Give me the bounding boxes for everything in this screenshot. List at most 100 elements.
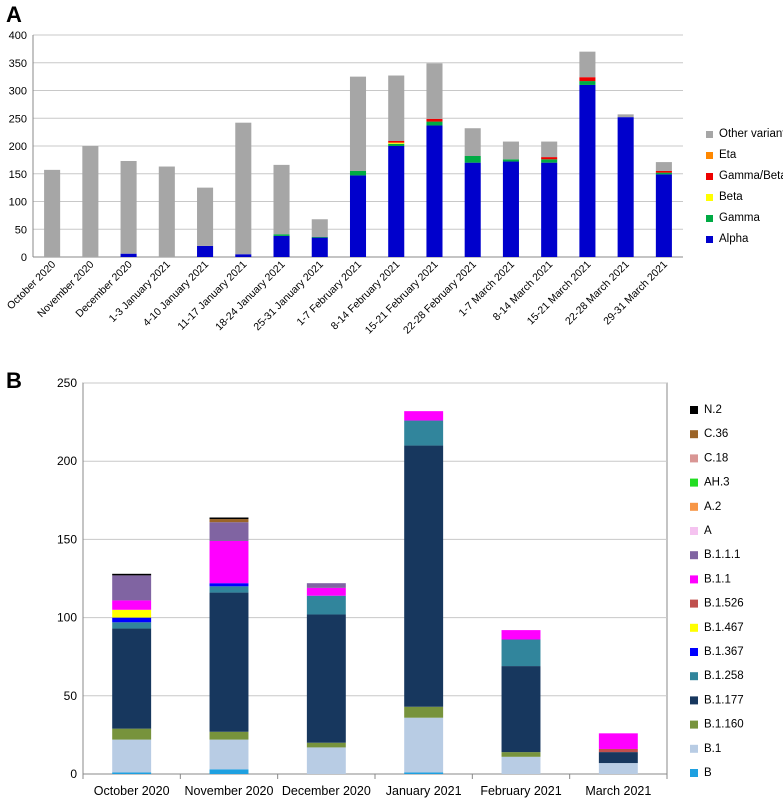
bar-segment-gamma — [273, 234, 290, 236]
legend-swatch — [706, 215, 713, 222]
bar-segment-other-variants — [502, 141, 519, 160]
bar-segment-alpha — [349, 175, 367, 257]
bar-segment-gamma-beta — [388, 141, 405, 143]
bar-segment-b-1-1 — [112, 600, 152, 610]
bar-segment-b-1-467 — [112, 609, 152, 618]
legend-swatch — [690, 430, 698, 439]
x-tick-label: 8-14 February 2021 — [329, 259, 403, 333]
y-tick-label: 200 — [57, 454, 77, 468]
bar-segment-gamma — [502, 159, 519, 162]
x-tick-label: 22-28 February 2021 — [401, 259, 479, 337]
x-tick-label: March 2021 — [585, 784, 651, 798]
bar-segment-b-1-1-1 — [306, 583, 346, 588]
bar-segment-b-1-367 — [112, 617, 152, 623]
bar-segment-b — [112, 772, 152, 774]
bar-segment-other-variants — [273, 164, 290, 235]
legend-swatch — [690, 551, 698, 560]
bar-segment-alpha — [120, 253, 137, 257]
legend-swatch — [690, 454, 698, 463]
legend-swatch — [690, 575, 698, 584]
bar-segment-gamma — [426, 121, 443, 126]
legend-swatch — [690, 406, 698, 414]
bar-segment-b-1-177 — [404, 445, 444, 707]
legend-swatch — [706, 194, 713, 201]
legend-swatch — [690, 527, 698, 535]
y-tick-label: 100 — [9, 197, 27, 209]
y-tick-label: 150 — [57, 532, 77, 546]
bar-segment-alpha — [502, 161, 519, 257]
bar-segment-b-1 — [404, 717, 444, 773]
x-tick-label: 1-7 February 2021 — [295, 259, 365, 329]
legend-label: Eta — [719, 149, 737, 161]
x-tick-label: 29-31 March 2021 — [601, 259, 670, 328]
bar-segment-alpha — [579, 84, 596, 257]
bar-segment-c-36 — [209, 519, 249, 523]
legend-label: Gamma — [719, 212, 761, 224]
bar-segment-alpha — [464, 162, 481, 257]
bar-segment-alpha — [235, 254, 252, 257]
bar-segment-b-1-1 — [501, 630, 541, 640]
bar-segment-n-2 — [209, 517, 249, 520]
bar-segment-b-1 — [306, 747, 346, 774]
legend-label: Alpha — [719, 233, 749, 245]
x-tick-label: January 2021 — [386, 784, 462, 798]
bar-segment-gamma — [349, 170, 367, 176]
bar-segment-b-1-160 — [209, 731, 249, 740]
bar-segment-b-1-160 — [501, 752, 541, 757]
bar-segment-other-variants — [655, 162, 672, 171]
legend-label: A.2 — [704, 501, 721, 513]
y-tick-label: 0 — [70, 767, 77, 781]
bar-segment-other-variants — [158, 166, 175, 257]
y-tick-label: 350 — [9, 58, 27, 70]
legend-label: AH.3 — [704, 477, 730, 489]
bar-segment-gamma — [655, 172, 672, 175]
bar-segment-other-variants — [388, 75, 405, 142]
legend-label: Gamma/Beta — [719, 170, 783, 182]
legend-label: Beta — [719, 191, 743, 203]
x-tick-label: 11-17 January 2021 — [175, 259, 249, 333]
bar-segment-b-1-1 — [598, 733, 638, 749]
bar-segment-alpha — [311, 237, 328, 257]
legend-swatch — [690, 478, 698, 487]
bar-segment-b-1-258 — [404, 420, 444, 446]
legend-label: B.1.367 — [704, 646, 744, 658]
legend-swatch — [690, 696, 698, 705]
y-tick-label: 300 — [9, 86, 27, 98]
bar-segment-b-1-177 — [598, 752, 638, 764]
bar-segment-b-1-258 — [112, 622, 152, 629]
bar-segment-b-1-177 — [209, 592, 249, 732]
legend-swatch — [706, 152, 713, 159]
legend-swatch — [690, 720, 698, 729]
y-tick-label: 400 — [9, 30, 27, 42]
bar-segment-other-variants — [197, 187, 214, 246]
legend-swatch — [690, 648, 698, 656]
bar-segment-b-1-1 — [209, 540, 249, 584]
bar-segment-gamma-beta — [426, 118, 443, 122]
y-tick-label: 50 — [64, 689, 78, 703]
bar-segment-b-1-1-1 — [112, 575, 152, 601]
bar-segment-gamma-beta — [655, 170, 672, 173]
legend-label: Other variants — [719, 128, 783, 140]
bar-segment-b-1-1 — [306, 587, 346, 596]
bar-segment-b — [404, 772, 444, 774]
bar-segment-alpha — [541, 162, 558, 257]
bar-segment-gamma — [541, 159, 558, 163]
x-tick-label: 15-21 March 2021 — [525, 259, 594, 328]
y-tick-label: 100 — [57, 611, 77, 625]
bar-segment-b-1 — [112, 739, 152, 773]
bar-segment-alpha — [617, 117, 634, 257]
panel-label-b: B — [6, 368, 22, 393]
bar-segment-other-variants — [464, 128, 481, 156]
legend-label: B.1.160 — [704, 719, 744, 731]
bar-segment-n-2 — [112, 573, 152, 576]
bar-segment-other-variants — [579, 51, 596, 78]
plot-frame — [82, 382, 668, 775]
x-tick-label: 4-10 January 2021 — [141, 259, 212, 330]
x-tick-label: December 2020 — [282, 784, 371, 798]
legend-swatch — [706, 173, 713, 180]
legend-label: C.18 — [704, 452, 728, 464]
y-tick-label: 200 — [9, 141, 27, 153]
bar-segment-alpha — [197, 245, 214, 257]
legend-label: B.1.526 — [704, 598, 744, 610]
